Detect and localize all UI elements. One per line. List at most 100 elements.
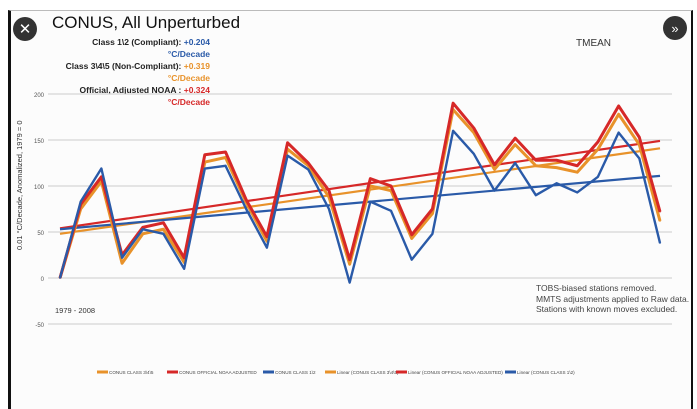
y-tick-label: 200 — [34, 93, 45, 99]
stat-value: +0.204 °C/Decade — [167, 37, 210, 59]
note-line: Stations with known moves excluded. — [536, 304, 678, 314]
series-line — [58, 129, 662, 284]
data-point — [576, 164, 579, 167]
data-point — [100, 176, 103, 178]
data-point — [141, 233, 144, 235]
data-point — [472, 131, 475, 134]
trend-stats: Class 1\2 (Compliant): +0.204 °C/Decade … — [50, 36, 210, 108]
legend-label: Linear (CONUS OFFICIAL NOAA ADJUSTED) — [408, 370, 503, 375]
data-point — [535, 194, 537, 196]
data-point — [472, 153, 475, 155]
data-point — [493, 189, 496, 192]
data-point — [659, 242, 661, 244]
data-point — [162, 233, 165, 235]
data-point — [452, 130, 454, 132]
stat-value: +0.319 °C/Decade — [167, 61, 210, 83]
close-icon[interactable]: ✕ — [13, 17, 37, 41]
data-point — [535, 164, 537, 167]
y-tick-label: 50 — [37, 231, 44, 237]
data-point — [576, 191, 579, 194]
stat-class345: Class 3\4\5 (Non-Compliant): +0.319 °C/D… — [50, 60, 210, 84]
series-line — [58, 108, 662, 279]
data-point — [59, 277, 61, 279]
note-line: TOBS-biased stations removed. — [536, 283, 657, 293]
stat-class12: Class 1\2 (Compliant): +0.204 °C/Decade — [50, 36, 210, 60]
data-point — [617, 113, 620, 116]
y-tick-label: -50 — [35, 323, 44, 329]
data-point — [431, 208, 434, 210]
data-point — [555, 166, 558, 169]
data-point — [576, 171, 579, 173]
data-point — [162, 222, 165, 224]
data-point — [659, 210, 661, 213]
data-point — [617, 105, 620, 107]
data-point — [141, 226, 144, 229]
chart-frame — [8, 10, 693, 409]
data-point — [162, 228, 165, 231]
chart-notes: TOBS-biased stations removed. MMTS adjus… — [536, 283, 689, 315]
y-tick-label: 0 — [41, 277, 45, 283]
data-point — [204, 153, 206, 156]
data-point — [638, 136, 641, 139]
legend-label: Linear (CONUS CLASS 1\2) — [517, 370, 575, 375]
legend-label: CONUS OFFICIAL NOAA ADJUSTED — [179, 370, 257, 375]
data-point — [659, 220, 661, 222]
stat-value: +0.324 °C/Decade — [167, 85, 210, 107]
data-point — [224, 164, 227, 167]
data-point — [617, 131, 620, 134]
data-point — [390, 185, 392, 187]
trend-line — [59, 139, 661, 230]
stat-label: Class 1\2 (Compliant): — [92, 37, 184, 47]
data-point — [638, 157, 641, 160]
data-point — [121, 262, 123, 265]
data-point — [535, 159, 537, 162]
y-tick-label: 150 — [34, 139, 45, 145]
data-point — [245, 208, 248, 210]
data-point — [514, 143, 516, 146]
x-range-label: 1979 - 2008 — [55, 306, 95, 315]
data-point — [431, 212, 434, 215]
data-point — [410, 233, 413, 236]
data-point — [597, 141, 599, 143]
data-point — [204, 167, 206, 170]
legend-label: CONUS CLASS 1\2 — [275, 370, 316, 375]
data-point — [286, 154, 289, 157]
legend-label: Linear (CONUS CLASS 3\4\5) — [337, 370, 399, 375]
stat-label: Official, Adjusted NOAA : — [79, 85, 184, 95]
double-chevron-right-icon[interactable]: » — [663, 16, 687, 40]
data-point — [597, 148, 599, 150]
data-point — [307, 168, 310, 171]
data-point — [266, 246, 268, 249]
data-point — [348, 281, 351, 284]
data-point — [183, 268, 185, 270]
data-point — [390, 210, 392, 212]
data-point — [328, 189, 330, 192]
data-point — [79, 200, 82, 203]
data-point — [597, 176, 599, 178]
data-point — [514, 137, 516, 139]
data-point — [328, 208, 330, 210]
series-line — [58, 101, 662, 279]
data-point — [452, 102, 454, 104]
data-point — [410, 237, 413, 240]
series-label: TMEAN — [576, 38, 611, 49]
data-point — [100, 167, 103, 170]
stat-label: Class 3\4\5 (Non-Compliant): — [65, 61, 184, 71]
data-point — [224, 151, 227, 153]
data-point — [266, 235, 268, 238]
data-point — [555, 159, 558, 162]
stat-noaa: Official, Adjusted NOAA : +0.324 °C/Deca… — [50, 84, 210, 108]
data-point — [410, 258, 413, 261]
data-point — [514, 162, 516, 164]
data-point — [493, 168, 496, 171]
data-point — [348, 258, 351, 261]
legend-label: CONUS CLASS 3\4\5 — [109, 370, 154, 375]
data-point — [472, 127, 475, 129]
data-point — [555, 182, 558, 185]
data-point — [245, 199, 248, 201]
data-point — [431, 233, 434, 235]
note-line: MMTS adjustments applied to Raw data. — [536, 293, 690, 304]
data-point — [307, 162, 310, 164]
data-point — [286, 141, 289, 144]
data-point — [141, 228, 144, 231]
